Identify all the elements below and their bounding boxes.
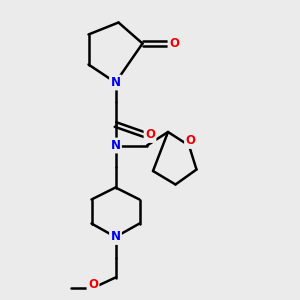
Text: O: O [185,134,196,148]
Text: N: N [110,76,121,89]
Text: O: O [145,128,155,142]
Text: N: N [110,230,121,244]
Text: O: O [169,37,179,50]
Text: N: N [110,139,121,152]
Text: O: O [88,278,98,292]
